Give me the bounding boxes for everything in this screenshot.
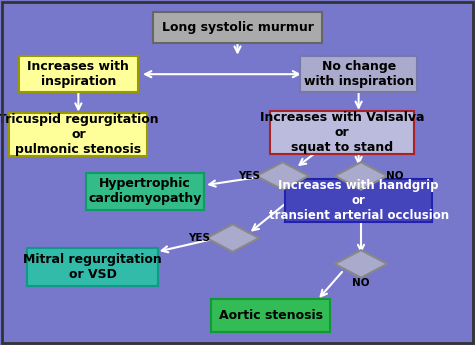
Text: YES: YES [189, 233, 210, 243]
Text: NO: NO [386, 171, 403, 181]
Text: No change
with inspiration: No change with inspiration [304, 60, 414, 88]
Text: Increases with
inspiration: Increases with inspiration [28, 60, 129, 88]
Text: Aortic stenosis: Aortic stenosis [219, 309, 323, 322]
Polygon shape [335, 250, 387, 278]
Text: YES: YES [238, 171, 260, 181]
FancyBboxPatch shape [153, 12, 322, 43]
FancyBboxPatch shape [285, 179, 432, 222]
Text: Tricuspid regurgitation
or
pulmonic stenosis: Tricuspid regurgitation or pulmonic sten… [0, 113, 159, 156]
Text: Mitral regurgitation
or VSD: Mitral regurgitation or VSD [23, 253, 162, 282]
FancyBboxPatch shape [86, 173, 204, 209]
Text: Hypertrophic
cardiomyopathy: Hypertrophic cardiomyopathy [88, 177, 201, 206]
Polygon shape [335, 162, 387, 190]
Polygon shape [207, 224, 259, 252]
FancyBboxPatch shape [27, 248, 158, 286]
FancyBboxPatch shape [270, 111, 414, 155]
FancyBboxPatch shape [211, 299, 330, 332]
Text: Increases with Valsalva
or
squat to stand: Increases with Valsalva or squat to stan… [260, 111, 424, 154]
Text: Long systolic murmur: Long systolic murmur [162, 21, 314, 34]
FancyBboxPatch shape [10, 113, 147, 156]
FancyBboxPatch shape [300, 56, 417, 92]
Text: Increases with handgrip
or
transient arterial occlusion: Increases with handgrip or transient art… [268, 179, 449, 221]
FancyBboxPatch shape [19, 56, 138, 92]
Text: NO: NO [352, 278, 370, 288]
Polygon shape [256, 162, 309, 190]
